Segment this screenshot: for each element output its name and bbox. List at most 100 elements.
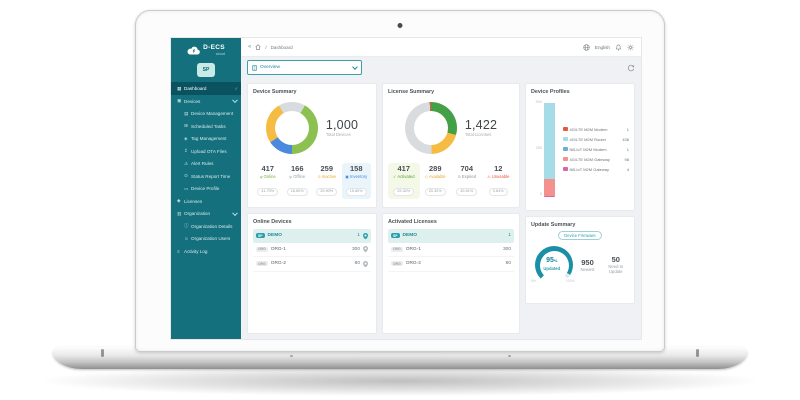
- device-summary-stats: 417 ψOnline 41.70% 166 ψOffline 16.60%: [253, 163, 371, 200]
- stat-percent-badge: 15.80%: [345, 187, 367, 196]
- card-title: Activated Licenses: [388, 219, 437, 225]
- organization-select-value: Overview: [260, 65, 280, 70]
- org-row-demo[interactable]: SP DEMO 1: [253, 229, 371, 243]
- laptop-camera: [397, 23, 403, 28]
- devices-icon: ▣: [177, 98, 182, 104]
- sidebar-item-label: Status Report Time: [191, 173, 231, 179]
- sidebar-item-licenses[interactable]: ◆ Licenses: [171, 195, 241, 208]
- organization-select[interactable]: Overview: [247, 60, 362, 75]
- globe-icon[interactable]: [583, 43, 590, 51]
- sidebar-item-organization-users[interactable]: ☺ Organization Users: [171, 232, 241, 245]
- sidebar-item-label: Tag Management: [191, 136, 227, 142]
- online-icon: ψ: [259, 173, 263, 179]
- sidebar-item-label: Devices: [184, 98, 201, 104]
- stat-available[interactable]: 289 ◇Available 20.32%: [420, 163, 452, 199]
- legend-swatch: [563, 136, 568, 142]
- refresh-icon[interactable]: [627, 64, 635, 72]
- sidebar-item-organization-details[interactable]: ⓘ Organization Details: [171, 220, 241, 233]
- sidebar-item-alert-rules[interactable]: ⚠ Alert Rules: [171, 157, 241, 170]
- stat-inventory[interactable]: 158 ▣Inventory 15.80%: [341, 163, 371, 200]
- map-pin-icon[interactable]: [363, 246, 368, 253]
- y-tick: 250: [535, 146, 542, 151]
- y-axis: 500 250 0: [531, 100, 544, 197]
- stat-offline[interactable]: 166 ψOffline 16.60%: [283, 163, 313, 199]
- sidebar-item-device-management[interactable]: ▤ Device Management: [171, 107, 241, 120]
- workspace-avatar-button[interactable]: SP: [197, 63, 215, 78]
- sidebar-item-tag-management[interactable]: ◈ Tag Management: [171, 132, 241, 145]
- dashboard-content: Device Summary 1,000 Total Devices: [241, 78, 641, 339]
- sidebar-item-scheduled-tasks[interactable]: ⊞ Scheduled Tasks: [171, 120, 241, 133]
- sidebar-item-device-profile[interactable]: ▭ Device Profile: [171, 182, 241, 195]
- stat-value: 950: [581, 257, 594, 267]
- inventory-icon: ▣: [345, 173, 350, 179]
- stat-value: 417: [397, 164, 410, 173]
- sidebar-item-status-report-time[interactable]: ⊙ Status Report Time: [171, 170, 241, 183]
- stat-expired[interactable]: 704 ⊙Expired 49.51%: [451, 163, 483, 199]
- legend-item[interactable]: 4G/LTE M2M Modem 1: [563, 127, 629, 132]
- legend-swatch: [563, 166, 568, 172]
- legend-item[interactable]: NB-IoT M2M Gateway 4: [563, 167, 629, 172]
- org-row-org2[interactable]: ORG ORG-2 80: [388, 257, 514, 272]
- language-selector[interactable]: English: [594, 44, 610, 50]
- gear-icon[interactable]: [627, 44, 634, 51]
- gauge-arc: [535, 246, 573, 284]
- legend-item[interactable]: NB-IoT M2M Modem 1: [563, 147, 629, 152]
- sidebar-item-label: Organization Users: [191, 236, 231, 242]
- map-pin-icon[interactable]: [363, 232, 368, 239]
- org-count: 80: [354, 261, 360, 267]
- stat-label: Need to Update: [608, 264, 624, 274]
- stat-value: 50: [611, 255, 620, 265]
- sidebar-item-label: Organization Details: [191, 223, 233, 229]
- sidebar-item-organization[interactable]: ▥ Organization: [171, 207, 241, 220]
- cloud-logo-icon: [187, 46, 200, 55]
- org-name: DEMO: [267, 233, 282, 239]
- org-row-org1[interactable]: ORG ORG-1 300: [253, 243, 371, 257]
- laptop-hinge-left: [101, 349, 104, 357]
- sidebar-collapse-button[interactable]: «: [248, 44, 252, 50]
- org-row-org2[interactable]: ORG ORG-2 80: [253, 257, 371, 272]
- bell-icon[interactable]: [615, 44, 622, 51]
- legend-swatch: [563, 126, 568, 132]
- org-count: 300: [351, 246, 360, 252]
- chevron-down-icon: [232, 209, 238, 216]
- legend-item[interactable]: 4G/LTE M2M Gateway 98: [563, 157, 629, 162]
- org-badge: ORG: [256, 261, 268, 267]
- key-icon: ◆: [177, 198, 181, 204]
- inactive-icon: ⊙: [317, 173, 321, 179]
- device-firmware-badge[interactable]: Device Firmware: [558, 231, 602, 240]
- sidebar-item-label: Activity Log: [184, 248, 208, 254]
- stat-unusable[interactable]: 12 ⚠Unusable 0.84%: [483, 163, 515, 199]
- total-devices-label: Total Devices: [325, 132, 351, 138]
- stat-value: 289: [428, 164, 442, 173]
- folder-icon: ▭: [184, 185, 189, 191]
- org-row-demo[interactable]: SP DEMO 1: [388, 229, 514, 243]
- sidebar-item-activity-log[interactable]: ≡ Activity Log: [171, 245, 241, 258]
- calendar-icon: ⊞: [184, 123, 188, 129]
- laptop-hinge-right: [696, 349, 699, 357]
- sidebar-item-dashboard[interactable]: ▦ Dashboard ✓: [171, 82, 241, 95]
- app-logo: D-ECS cloud: [171, 38, 241, 60]
- stat-activated[interactable]: 417 ✓Activated 29.32%: [388, 163, 420, 200]
- stat-online[interactable]: 417 ψOnline 41.70%: [253, 163, 283, 199]
- sidebar-item-label: Dashboard: [184, 86, 207, 92]
- online-devices-card: Online Devices SP DEMO 1 ORG: [247, 213, 377, 334]
- sidebar-item-devices[interactable]: ▣ Devices: [171, 95, 241, 108]
- sidebar-item-upload-ota-files[interactable]: ↥ Upload OTA Files: [171, 145, 241, 158]
- stat-label: ψOnline: [259, 173, 276, 179]
- legend-item[interactable]: 4G/LTE M2M Router 438: [563, 137, 629, 142]
- stat-label: Newest: [580, 266, 595, 272]
- stat-inactive[interactable]: 259 ⊙Inactive 25.90%: [312, 163, 342, 199]
- home-icon[interactable]: [255, 44, 261, 50]
- gauge-max: 100%: [565, 279, 575, 283]
- org-row-org1[interactable]: ORG ORG-1 300: [388, 243, 514, 257]
- stat-label: ✓Activated: [392, 173, 415, 179]
- legend-label: NB-IoT M2M Modem: [569, 146, 607, 152]
- breadcrumb-page[interactable]: Dashboard: [270, 44, 293, 50]
- info-icon: ⓘ: [184, 223, 189, 229]
- org-badge: SP: [391, 233, 400, 239]
- building-icon: [252, 64, 257, 71]
- device-summary-card: Device Summary 1,000 Total Devices: [247, 83, 377, 208]
- map-pin-icon[interactable]: [363, 260, 368, 267]
- laptop-screen-bezel: D-ECS cloud SP ▦ Dashboard ✓ ▣ Device: [135, 10, 665, 352]
- sidebar-item-label: Device Management: [191, 111, 234, 117]
